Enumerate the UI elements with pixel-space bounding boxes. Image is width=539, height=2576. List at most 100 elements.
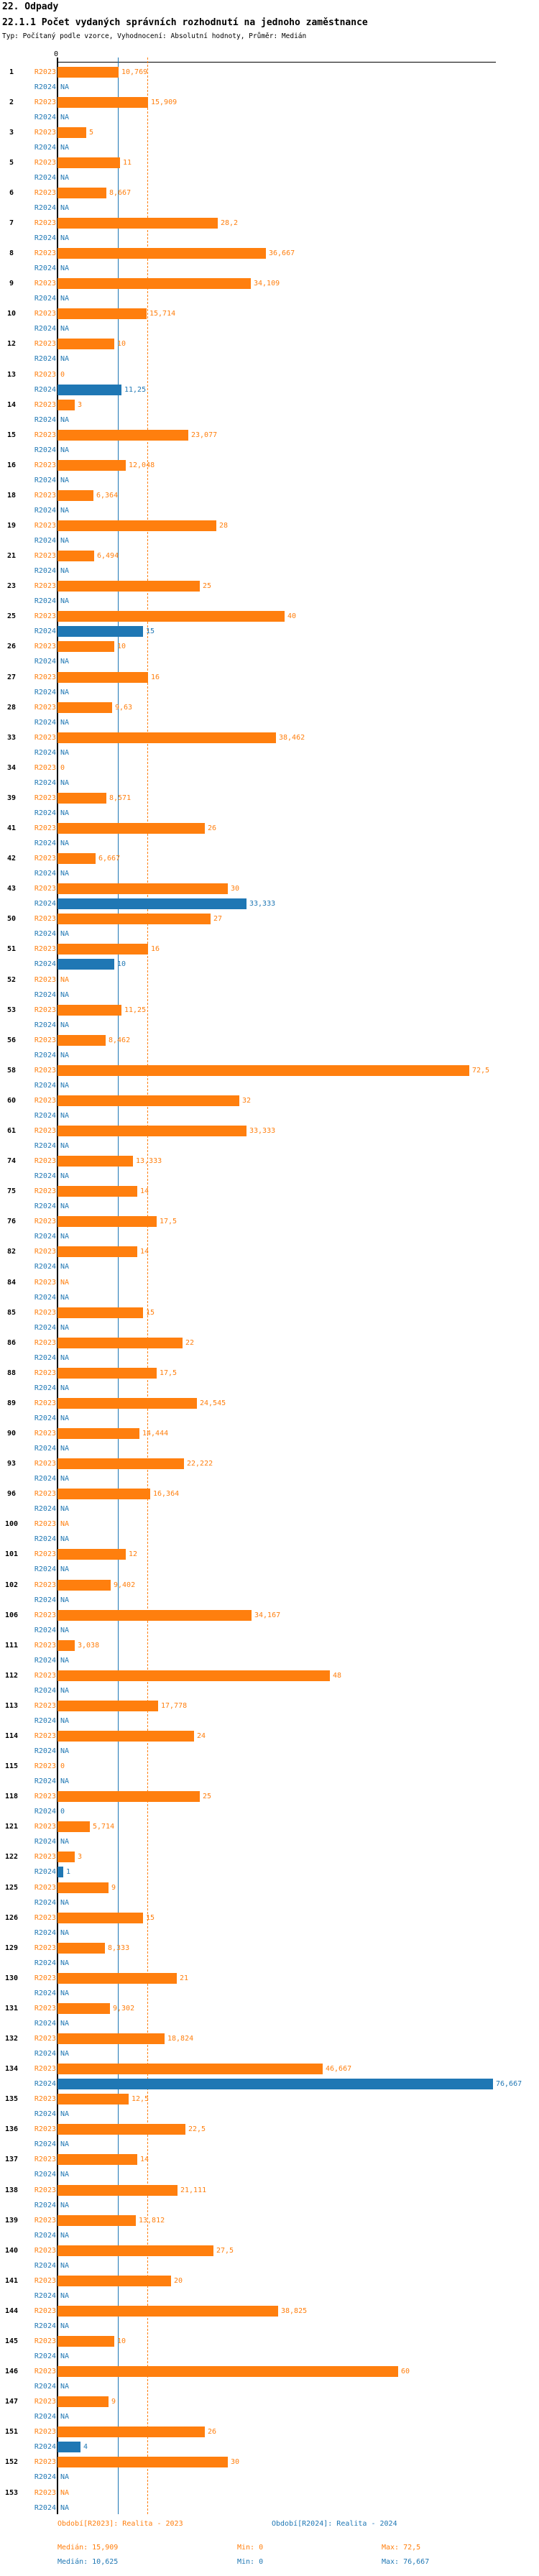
row-number: 96 [6,1490,17,1499]
bar-r2023 [57,2064,323,2075]
row-group-2: 2 R2023 15,909 R2024 NA [0,95,539,125]
value-label-r2023: 17,778 [161,1701,188,1710]
bar-line-r2024: R2024 NA [0,1351,539,1366]
series-label-r2023: R2023 [34,1066,56,1075]
row-group-50: 50 R2023 27 R2024 NA [0,911,539,942]
na-label-r2024: NA [60,597,70,606]
na-label-r2024: NA [60,870,70,878]
row-group-15: 15 R2023 23,077 R2024 NA [0,428,539,458]
value-label-r2023: 10 [117,2337,126,2345]
bar-r2023 [57,944,148,955]
series-label-r2024: R2024 [34,809,56,817]
value-label-r2023: 16 [151,945,160,954]
bar-r2023 [57,489,93,501]
bar-line-r2024: R2024 NA [0,1653,539,1668]
na-label-r2024: NA [60,1323,70,1332]
na-label-r2024: NA [60,2140,70,2149]
series-label-r2023: R2023 [34,1338,56,1347]
series-label-r2024: R2024 [34,264,56,273]
na-label-r2024: NA [60,1414,70,1422]
na-label-r2024: NA [60,2019,70,2028]
bar-line-r2023: R2023 6,494 [0,548,539,564]
na-label-r2024: NA [60,325,70,334]
series-label-r2024: R2024 [34,2201,56,2209]
value-label-r2023: 20 [174,2276,183,2285]
value-label-r2024: 76,667 [496,2080,522,2089]
bar-r2023 [57,702,112,713]
value-label-r2023: 26 [208,824,217,832]
row-group-52: 52 R2023 NA R2024 NA [0,972,539,1003]
row-group-112: 112 R2023 48 R2024 NA [0,1668,539,1698]
bar-line-r2024: R2024 NA [0,1471,539,1486]
row-group-139: 139 R2023 13,812 R2024 NA [0,2213,539,2243]
row-group-61: 61 R2023 33,333 R2024 NA [0,1123,539,1154]
value-label-r2023: 8,571 [109,794,132,802]
row-number: 122 [4,1853,19,1862]
row-number: 2 [9,98,14,106]
bar-line-r2023: R2023 10 [0,336,539,351]
bar-line-r2023: R2023 10 [0,639,539,654]
row-number: 60 [6,1096,17,1105]
value-label-r2023: 34,109 [254,280,280,288]
na-label-r2024: NA [60,1959,70,1967]
row-number: 89 [6,1399,17,1407]
series-label-r2024: R2024 [34,930,56,939]
series-label-r2024: R2024 [34,506,56,515]
bar-line-r2023: R2023 32 [0,1093,539,1108]
series-label-r2023: R2023 [34,1278,56,1287]
page-title: 22. Odpady [2,1,59,12]
bar-r2023 [57,1458,184,1470]
series-label-r2023: R2023 [34,1248,56,1256]
na-label-r2024: NA [60,930,70,939]
series-label-r2023: R2023 [34,1883,56,1892]
bar-line-r2024: R2024 NA [0,80,539,95]
series-label-r2023: R2023 [34,2276,56,2285]
series-label-r2024: R2024 [34,2503,56,2512]
na-label-r2024: NA [60,1989,70,1997]
row-number: 86 [6,1338,17,1347]
row-number: 6 [9,188,14,197]
series-label-r2024: R2024 [34,1384,56,1392]
bar-line-r2023: R2023 5,714 [0,1819,539,1834]
value-label-r2023: 28,2 [221,219,239,227]
bar-r2023 [57,1821,90,1833]
bar-line-r2024: R2024 NA [0,443,539,458]
bar-line-r2023: R2023 25 [0,1789,539,1804]
bar-line-r2023: R2023 17,5 [0,1214,539,1229]
series-label-r2023: R2023 [34,280,56,288]
bar-line-r2023: R2023 13,333 [0,1154,539,1169]
row-group-102: 102 R2023 9,402 R2024 NA [0,1578,539,1608]
bar-line-r2023: R2023 8,667 [0,185,539,201]
series-label-r2024: R2024 [34,627,56,636]
bar-line-r2023: R2023 5 [0,125,539,140]
na-label-r2024: NA [60,446,70,454]
series-label-r2023: R2023 [34,2065,56,2074]
bar-line-r2023: R2023 12,048 [0,458,539,473]
row-group-75: 75 R2023 14 R2024 NA [0,1184,539,1214]
bar-line-r2024: R2024 4 [0,2439,539,2455]
value-label-r2023: 10,769 [121,68,148,76]
bar-line-r2024: R2024 NA [0,1169,539,1184]
row-number: 121 [4,1823,19,1831]
row-group-132: 132 R2023 18,824 R2024 NA [0,2031,539,2061]
row-number: 136 [4,2125,19,2134]
bar-line-r2023: R2023 34,109 [0,276,539,291]
series-label-r2023: R2023 [34,1006,56,1014]
bar-line-r2023: R2023 17,778 [0,1698,539,1714]
row-number: 147 [4,2398,19,2406]
bar-line-r2024: R2024 10 [0,957,539,972]
bar-line-r2024: R2024 NA [0,1532,539,1547]
series-label-r2024: R2024 [34,1596,56,1604]
series-label-r2023: R2023 [34,1460,56,1468]
series-label-r2023: R2023 [34,552,56,561]
na-label-r2024: NA [60,2352,70,2360]
value-label-r2023: 12 [129,1550,138,1559]
bar-line-r2024: R2024 NA [0,1290,539,1305]
row-group-114: 114 R2023 24 R2024 NA [0,1729,539,1759]
bar-r2023 [57,641,114,653]
value-label-r2023: 9 [111,1883,116,1892]
indicator-meta: Typ: Počítaný podle vzorce, Vyhodnocení:… [2,32,307,40]
row-number: 5 [9,158,14,167]
row-number: 106 [4,1611,19,1619]
value-label-r2024: 0 [60,1808,65,1816]
